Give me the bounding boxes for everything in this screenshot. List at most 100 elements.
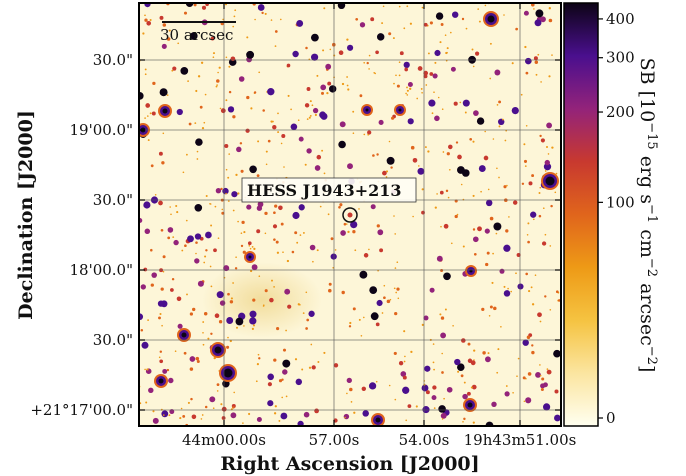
star <box>316 154 322 160</box>
star <box>232 115 236 119</box>
star <box>444 34 447 36</box>
star <box>349 387 353 392</box>
star <box>187 80 189 82</box>
star <box>270 19 273 21</box>
star <box>265 150 268 153</box>
star <box>441 418 444 420</box>
star <box>398 74 401 77</box>
star <box>204 255 207 258</box>
star <box>347 88 350 91</box>
star <box>222 18 224 21</box>
star <box>531 344 534 347</box>
star <box>544 159 550 166</box>
star <box>267 400 274 407</box>
star <box>540 81 542 83</box>
star <box>525 71 529 75</box>
star <box>162 270 165 273</box>
star <box>172 66 177 71</box>
star <box>432 73 438 79</box>
star <box>319 111 327 119</box>
star <box>418 165 420 167</box>
star <box>461 169 470 177</box>
star <box>382 5 385 8</box>
star <box>286 259 290 263</box>
star <box>373 71 376 74</box>
star <box>314 165 321 171</box>
star <box>158 356 161 359</box>
star <box>549 245 552 247</box>
star <box>398 5 401 8</box>
star <box>433 91 435 93</box>
star <box>429 287 435 293</box>
star <box>412 215 414 218</box>
star <box>215 188 222 194</box>
star <box>455 141 459 144</box>
star <box>167 227 174 233</box>
star <box>498 125 501 128</box>
star <box>303 411 310 418</box>
star <box>471 384 477 390</box>
star <box>388 32 392 36</box>
star <box>210 36 215 41</box>
star <box>376 224 380 228</box>
star <box>233 15 236 18</box>
colorbar-label: SB [10−15 erg s−1 cm−2 arcsec−2] <box>636 58 659 373</box>
star <box>416 97 419 100</box>
star <box>225 99 228 102</box>
star <box>550 204 553 208</box>
star <box>147 139 150 142</box>
star <box>548 75 551 78</box>
star <box>232 406 235 409</box>
star <box>308 366 312 369</box>
star <box>359 94 363 98</box>
star <box>528 290 531 293</box>
star <box>379 248 384 253</box>
star <box>538 214 542 218</box>
bright-star-core <box>223 368 233 378</box>
star <box>548 18 553 23</box>
star <box>168 414 171 417</box>
star <box>240 169 244 173</box>
star <box>487 352 490 355</box>
star <box>524 165 527 167</box>
star <box>195 138 203 146</box>
star <box>375 380 378 383</box>
colorbar-tick-label: 400 <box>606 10 635 28</box>
star <box>185 219 188 222</box>
star <box>306 118 309 120</box>
star <box>523 400 526 403</box>
star <box>486 251 490 255</box>
star <box>302 231 305 234</box>
star <box>239 142 243 145</box>
star <box>337 3 346 10</box>
star <box>160 228 164 232</box>
star <box>420 87 423 90</box>
star <box>150 248 153 252</box>
star <box>184 244 187 248</box>
star <box>393 351 397 355</box>
star <box>230 412 237 419</box>
star <box>209 396 216 403</box>
star <box>230 297 233 300</box>
colorbar-tick-label: 200 <box>606 103 635 121</box>
star <box>229 339 232 343</box>
star <box>492 138 495 140</box>
star <box>554 414 561 422</box>
star <box>225 168 228 171</box>
star <box>530 286 533 289</box>
star <box>207 337 210 340</box>
star <box>147 319 149 321</box>
bright-star-core <box>214 346 222 354</box>
star <box>495 232 498 235</box>
star <box>145 103 151 108</box>
star <box>488 315 491 317</box>
star <box>498 100 502 104</box>
star <box>472 228 476 231</box>
star <box>433 368 435 371</box>
star <box>543 163 552 171</box>
star <box>348 325 352 328</box>
star <box>444 308 447 311</box>
y-axis-title: Declination [J2000] <box>15 110 37 320</box>
star <box>210 224 213 227</box>
star <box>439 190 444 195</box>
